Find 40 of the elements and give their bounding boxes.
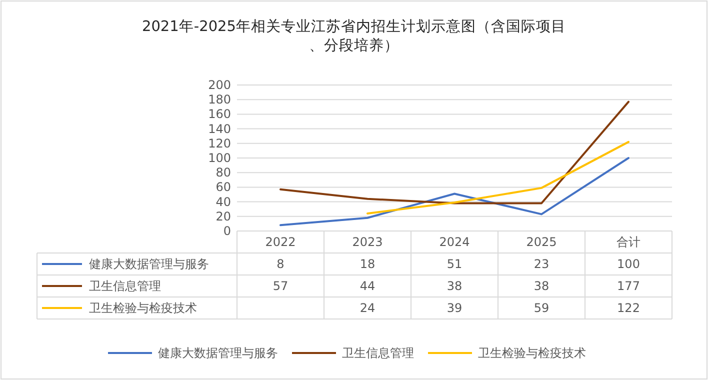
x-tick-label: 2024 (439, 235, 470, 249)
data-label: 39 (446, 301, 462, 315)
data-label: 18 (360, 257, 376, 271)
y-tick-label: 60 (216, 180, 231, 194)
text: 卫生信息管理 (342, 346, 414, 360)
chart-title: 2021年-2025年相关专业江苏省内招生计划示意图（含国际项目、分段培养） (142, 18, 566, 54)
line-series (280, 100, 630, 204)
line-series (280, 157, 630, 226)
y-tick-label: 180 (208, 92, 231, 107)
legend-label: 卫生信息管理 (89, 279, 161, 293)
x-tick-label: 2022 (265, 235, 296, 249)
text: 卫生检验与检疫技术 (89, 301, 197, 315)
legend-label: 卫生检验与检疫技术 (478, 346, 586, 360)
data-label: 8 (276, 257, 284, 271)
line-series (366, 140, 630, 214)
y-tick-label: 20 (216, 209, 231, 224)
data-label: 122 (617, 301, 640, 315)
y-tick-label: 100 (208, 151, 231, 165)
y-tick-label: 0 (223, 224, 231, 238)
x-tick-label: 合计 (616, 235, 640, 249)
y-tick-label: 120 (208, 136, 231, 150)
data-label: 100 (617, 257, 640, 271)
legend-label: 健康大数据管理与服务 (89, 257, 209, 271)
data-label: 38 (534, 279, 550, 293)
data-label: 23 (534, 257, 550, 271)
data-label: 24 (360, 301, 376, 315)
y-tick-label: 40 (216, 194, 231, 209)
data-label: 38 (446, 279, 462, 293)
data-label: 51 (446, 257, 462, 271)
data-label: 59 (534, 301, 550, 315)
y-tick-label: 80 (216, 166, 231, 180)
data-label: 44 (360, 279, 376, 293)
y-tick-label: 160 (208, 107, 231, 122)
data-label: 177 (617, 279, 640, 293)
text: 健康大数据管理与服务 (158, 346, 278, 360)
x-tick-label: 2025 (526, 235, 557, 249)
y-tick-label: 200 (208, 78, 231, 92)
x-tick-label: 2023 (352, 235, 383, 249)
data-label: 57 (272, 279, 288, 293)
y-tick-label: 140 (208, 122, 231, 136)
